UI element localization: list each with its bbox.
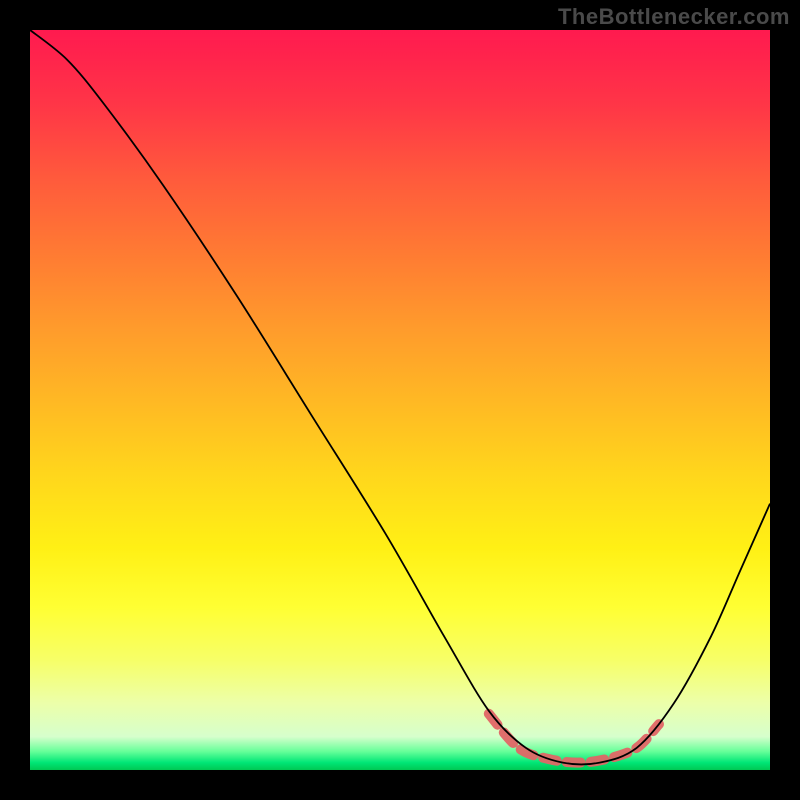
chart-container: TheBottlenecker.com — [0, 0, 800, 800]
bottleneck-curve-chart — [0, 0, 800, 800]
watermark-text: TheBottlenecker.com — [558, 4, 790, 30]
gradient-background — [30, 30, 770, 770]
